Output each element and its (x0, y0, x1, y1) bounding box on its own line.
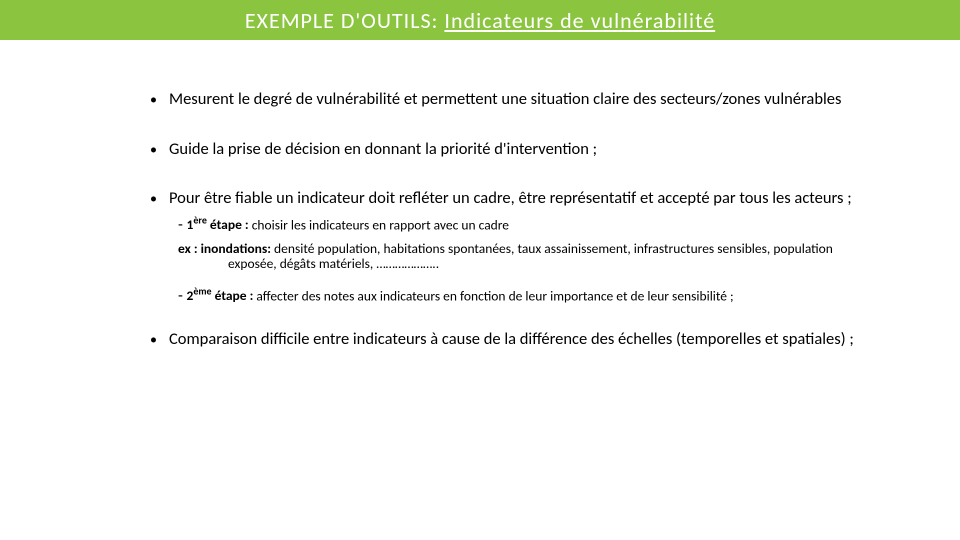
page-title: EXEMPLE D'OUTILS: Indicateurs de vulnéra… (245, 7, 715, 34)
bullet-3: • Pour être fiable un indicateur doit re… (150, 189, 870, 209)
bullet-4: • Comparaison difficile entre indicateur… (150, 330, 870, 350)
bullet-dot-icon: • (150, 330, 157, 350)
header-bar: EXEMPLE D'OUTILS: Indicateurs de vulnéra… (0, 0, 960, 40)
step-1-word: étape : (207, 216, 249, 233)
step-1-example: ex : inondations: densité population, ha… (228, 241, 870, 272)
step-1-ex-text: densité population, habitations spontané… (228, 240, 833, 273)
step-1: - 1ère étape : choisir les indicateurs e… (228, 215, 870, 235)
dash-icon: - (178, 215, 187, 234)
title-prefix: EXEMPLE D'OUTILS: (245, 7, 445, 34)
step-2-text: affecter des notes aux indicateurs en fo… (253, 287, 733, 304)
step-2: - 2ème étape : affecter des notes aux in… (228, 286, 870, 306)
bullet-dot-icon: • (150, 140, 157, 160)
bullet-3-text: Pour être fiable un indicateur doit refl… (169, 189, 870, 209)
step-1-sup: ère (193, 214, 207, 227)
step-2-sup: ème (193, 285, 211, 298)
content-area: • Mesurent le degré de vulnérabilité et … (0, 40, 960, 399)
bullet-4-text: Comparaison difficile entre indicateurs … (169, 330, 870, 350)
bullet-2: • Guide la prise de décision en donnant … (150, 140, 870, 160)
bullet-1-text: Mesurent le degré de vulnérabilité et pe… (169, 90, 870, 110)
bullet-1: • Mesurent le degré de vulnérabilité et … (150, 90, 870, 110)
step-1-ex-label: ex : inondations: (178, 240, 271, 257)
title-underlined: Indicateurs de vulnérabilité (444, 7, 715, 34)
dash-icon: - (178, 286, 187, 305)
bullet-2-text: Guide la prise de décision en donnant la… (169, 140, 870, 160)
bullet-dot-icon: • (150, 189, 157, 209)
step-2-word: étape : (212, 287, 254, 304)
step-1-text: choisir les indicateurs en rapport avec … (249, 216, 509, 233)
bullet-dot-icon: • (150, 90, 157, 110)
